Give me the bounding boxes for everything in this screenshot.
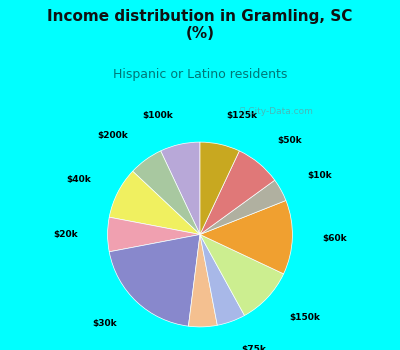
- Wedge shape: [109, 234, 200, 326]
- Text: $20k: $20k: [54, 230, 78, 239]
- Text: $10k: $10k: [307, 171, 332, 180]
- Wedge shape: [161, 142, 200, 235]
- Wedge shape: [200, 180, 286, 234]
- Text: Hispanic or Latino residents: Hispanic or Latino residents: [113, 68, 287, 81]
- Text: $30k: $30k: [92, 319, 116, 328]
- Wedge shape: [200, 142, 239, 235]
- Wedge shape: [200, 234, 244, 325]
- Wedge shape: [188, 234, 217, 327]
- Text: Income distribution in Gramling, SC
(%): Income distribution in Gramling, SC (%): [47, 9, 353, 41]
- Text: $75k: $75k: [241, 345, 266, 350]
- Text: $50k: $50k: [278, 136, 302, 145]
- Text: ⓘ City-Data.com: ⓘ City-Data.com: [240, 107, 313, 116]
- Text: $40k: $40k: [66, 175, 91, 184]
- Wedge shape: [200, 201, 292, 274]
- Wedge shape: [200, 234, 284, 315]
- Wedge shape: [109, 171, 200, 235]
- Wedge shape: [200, 151, 275, 234]
- Text: $100k: $100k: [143, 111, 173, 120]
- Text: $125k: $125k: [227, 111, 258, 120]
- Text: $60k: $60k: [322, 234, 346, 243]
- Text: $200k: $200k: [98, 131, 128, 140]
- Wedge shape: [108, 217, 200, 252]
- Wedge shape: [133, 151, 200, 234]
- Text: $150k: $150k: [289, 314, 320, 322]
